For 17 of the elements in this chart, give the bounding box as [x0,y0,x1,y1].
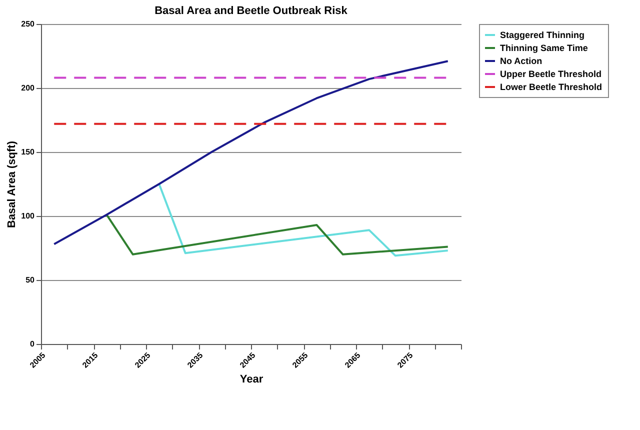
y-tick-label: 150 [21,148,36,156]
line-series [53,60,449,246]
y-tick-label: 250 [21,20,36,28]
line-series [158,183,449,257]
legend-label: Staggered Thinning [500,30,584,40]
legend-label: Lower Beetle Threshold [500,82,602,92]
y-tick-label: 100 [21,212,36,220]
legend-label: Thinning Same Time [500,43,588,53]
y-tick-label: 50 [26,276,36,284]
x-axis-title: Year [240,374,264,386]
line-series [106,214,449,256]
legend-label: Upper Beetle Threshold [500,69,602,79]
legend-label: No Action [500,56,542,66]
y-tick-label: 200 [21,84,36,92]
chart-title: Basal Area and Beetle Outbreak Risk [154,5,348,17]
y-axis-title: Basal Area (sqft) [6,140,18,228]
y-tick-label: 0 [30,340,36,348]
